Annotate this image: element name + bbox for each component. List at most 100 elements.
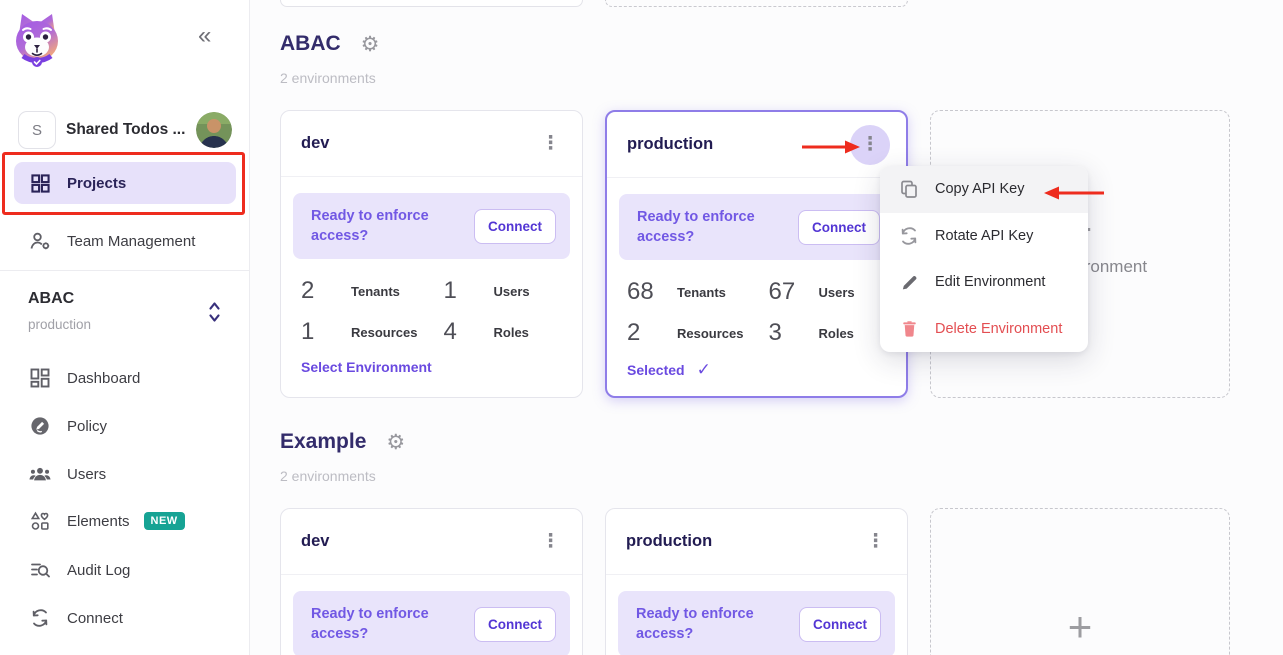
workspace-name: Shared Todos ... — [66, 121, 186, 138]
sidebar-item-connect[interactable]: Connect — [14, 597, 236, 639]
sidebar-item-dashboard[interactable]: Dashboard — [14, 357, 236, 399]
enforce-banner: Ready to enforce access? Connect — [618, 591, 895, 655]
sidebar-item-users[interactable]: Users — [14, 453, 236, 495]
person-gear-icon — [29, 230, 51, 252]
workspace-initial-badge: S — [18, 111, 56, 149]
sidebar-item-projects[interactable]: Projects — [14, 162, 236, 204]
stat-value: 67 — [768, 278, 796, 305]
project-title: Example — [280, 430, 367, 453]
enforce-banner: Ready to enforce access? Connect — [293, 591, 570, 655]
policy-icon — [29, 415, 51, 437]
kebab-menu-icon[interactable]: ⋮ — [866, 531, 885, 552]
kebab-menu-icon: ⋮ — [860, 134, 880, 155]
sidebar-item-audit-log[interactable]: Audit Log — [14, 549, 236, 591]
stat-label: Resources — [351, 324, 418, 340]
connect-button[interactable]: Connect — [799, 606, 881, 642]
selector-environment-name: production — [28, 317, 92, 332]
select-environment-link[interactable]: Select Environment — [301, 359, 432, 375]
kebab-menu-icon[interactable]: ⋮ — [541, 531, 560, 552]
stat-value: 3 — [768, 319, 782, 346]
card-bottom-fragment — [280, 0, 583, 7]
connect-button[interactable]: Connect — [474, 606, 556, 642]
enforce-banner-text: Ready to enforce access? — [637, 209, 755, 245]
rotate-icon — [898, 225, 920, 247]
new-environment-card[interactable]: + — [930, 508, 1230, 655]
sidebar-collapse-button[interactable]: « — [198, 22, 212, 49]
trash-icon — [898, 318, 920, 340]
dashboard-icon — [29, 367, 51, 389]
stat-label: Users — [818, 284, 855, 300]
stat-label: Tenants — [351, 283, 400, 299]
grid-icon — [29, 172, 51, 194]
enforce-banner-text: Ready to enforce access? — [636, 606, 754, 642]
permit-logo — [10, 12, 64, 70]
selected-label: Selected — [627, 362, 685, 378]
sidebar-item-label: Dashboard — [67, 369, 141, 387]
gear-icon[interactable]: ⚙ — [360, 32, 380, 56]
enforce-banner: Ready to enforce access? Connect — [619, 194, 894, 260]
menu-item-label: Rotate API Key — [935, 227, 1034, 244]
stat-value: 68 — [627, 278, 654, 305]
sidebar-item-elements[interactable]: Elements NEW — [14, 500, 236, 542]
plus-icon: + — [1067, 603, 1093, 650]
project-section-example: Example ⚙ 2 environments dev ⋮ Ready to … — [280, 428, 1230, 655]
sidebar-item-label: Elements — [67, 512, 130, 530]
stat-value: 1 — [301, 318, 315, 345]
env-name: dev — [301, 532, 330, 550]
project-environment-selector[interactable]: ABAC production — [28, 290, 228, 332]
main-content: ABAC ⚙ 2 environments dev ⋮ Ready to enf… — [250, 0, 1283, 655]
menu-item-label: Copy API Key — [935, 181, 1025, 198]
stat-label: Roles — [493, 324, 529, 340]
stat-value: 2 — [627, 319, 641, 346]
env-stats: 68 Tenants 67 Users 2 Resources 3 Roles — [607, 260, 906, 347]
workspace-switcher[interactable]: S Shared Todos ... — [18, 110, 232, 150]
connect-button[interactable]: Connect — [798, 209, 880, 245]
sidebar-item-label: Policy — [67, 417, 108, 435]
environments-count: 2 environments — [280, 70, 376, 86]
gear-icon[interactable]: ⚙ — [386, 430, 406, 454]
sidebar-item-label: Projects — [67, 174, 127, 192]
env-card-production: production ⋮ Ready to enforce access? Co… — [605, 508, 908, 655]
menu-item-rotate-api-key[interactable]: Rotate API Key — [880, 213, 1088, 260]
menu-item-copy-api-key[interactable]: Copy API Key — [880, 166, 1088, 213]
new-badge: NEW — [143, 512, 185, 530]
stat-value: 1 — [443, 277, 457, 304]
menu-item-label: Delete Environment — [935, 320, 1063, 337]
stat-label: Users — [493, 283, 530, 299]
sidebar-item-label: Audit Log — [67, 561, 131, 579]
menu-item-delete-environment[interactable]: Delete Environment — [880, 306, 1088, 353]
user-avatar[interactable] — [196, 112, 232, 148]
sidebar-item-team-management[interactable]: Team Management — [14, 220, 236, 262]
sidebar-item-label: Users — [67, 465, 107, 483]
kebab-menu-button[interactable]: ⋮ — [850, 124, 890, 165]
check-icon: ✓ — [696, 360, 711, 379]
sync-icon — [29, 607, 51, 629]
env-card-dev: dev ⋮ Ready to enforce access? Connect — [280, 508, 583, 655]
stat-label: Roles — [818, 325, 854, 341]
audit-log-icon — [29, 559, 51, 581]
sidebar-item-label: Connect — [67, 609, 123, 627]
env-name: dev — [301, 134, 330, 152]
copy-icon — [898, 178, 920, 200]
menu-item-edit-environment[interactable]: Edit Environment — [880, 259, 1088, 306]
enforce-banner-text: Ready to enforce access? — [311, 606, 429, 642]
stat-value: 2 — [301, 277, 315, 304]
selector-project-name: ABAC — [28, 290, 75, 307]
project-title: ABAC — [280, 32, 341, 55]
env-name: production — [627, 135, 714, 153]
env-card-production: production ⋮ Ready to enforce access? Co… — [605, 110, 908, 398]
project-section-abac: ABAC ⚙ 2 environments dev ⋮ Ready to enf… — [280, 30, 1230, 398]
kebab-menu-icon[interactable]: ⋮ — [541, 133, 560, 154]
connect-button[interactable]: Connect — [474, 208, 556, 244]
sidebar-item-label: Team Management — [67, 232, 196, 250]
sidebar-divider — [0, 270, 249, 271]
env-stats: 2 Tenants 1 Users 1 Resources 4 Roles — [281, 259, 582, 346]
stat-value: 4 — [443, 318, 457, 345]
menu-item-label: Edit Environment — [935, 274, 1046, 291]
sidebar: « S Shared Todos ... — [0, 0, 250, 655]
stat-label: Tenants — [677, 284, 726, 300]
sidebar-item-policy[interactable]: Policy — [14, 405, 236, 447]
env-card-dev: dev ⋮ Ready to enforce access? Connect 2… — [280, 110, 583, 398]
chevron-updown-icon[interactable] — [208, 300, 221, 329]
dashed-card-bottom-fragment — [605, 0, 908, 7]
